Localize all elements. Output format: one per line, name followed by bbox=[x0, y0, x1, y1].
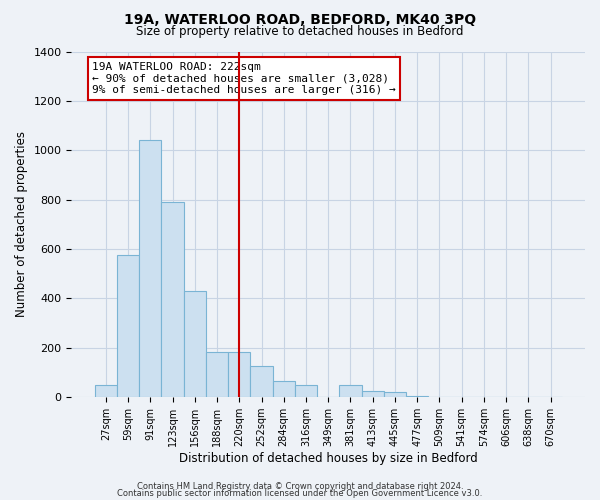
Bar bbox=[272, 381, 295, 397]
Bar bbox=[184, 291, 206, 397]
Text: 19A, WATERLOO ROAD, BEDFORD, MK40 3PQ: 19A, WATERLOO ROAD, BEDFORD, MK40 3PQ bbox=[124, 12, 476, 26]
Bar bbox=[139, 140, 161, 397]
X-axis label: Distribution of detached houses by size in Bedford: Distribution of detached houses by size … bbox=[179, 452, 478, 465]
Bar bbox=[406, 396, 428, 397]
Y-axis label: Number of detached properties: Number of detached properties bbox=[15, 132, 28, 318]
Text: 19A WATERLOO ROAD: 222sqm
← 90% of detached houses are smaller (3,028)
9% of sem: 19A WATERLOO ROAD: 222sqm ← 90% of detac… bbox=[92, 62, 395, 95]
Bar bbox=[362, 391, 384, 397]
Bar bbox=[340, 385, 362, 397]
Bar bbox=[250, 366, 272, 397]
Bar bbox=[228, 352, 250, 397]
Bar bbox=[117, 255, 139, 397]
Bar bbox=[95, 385, 117, 397]
Bar bbox=[384, 392, 406, 397]
Text: Contains public sector information licensed under the Open Government Licence v3: Contains public sector information licen… bbox=[118, 489, 482, 498]
Text: Size of property relative to detached houses in Bedford: Size of property relative to detached ho… bbox=[136, 25, 464, 38]
Bar bbox=[206, 352, 228, 397]
Bar bbox=[295, 385, 317, 397]
Bar bbox=[161, 202, 184, 397]
Text: Contains HM Land Registry data © Crown copyright and database right 2024.: Contains HM Land Registry data © Crown c… bbox=[137, 482, 463, 491]
